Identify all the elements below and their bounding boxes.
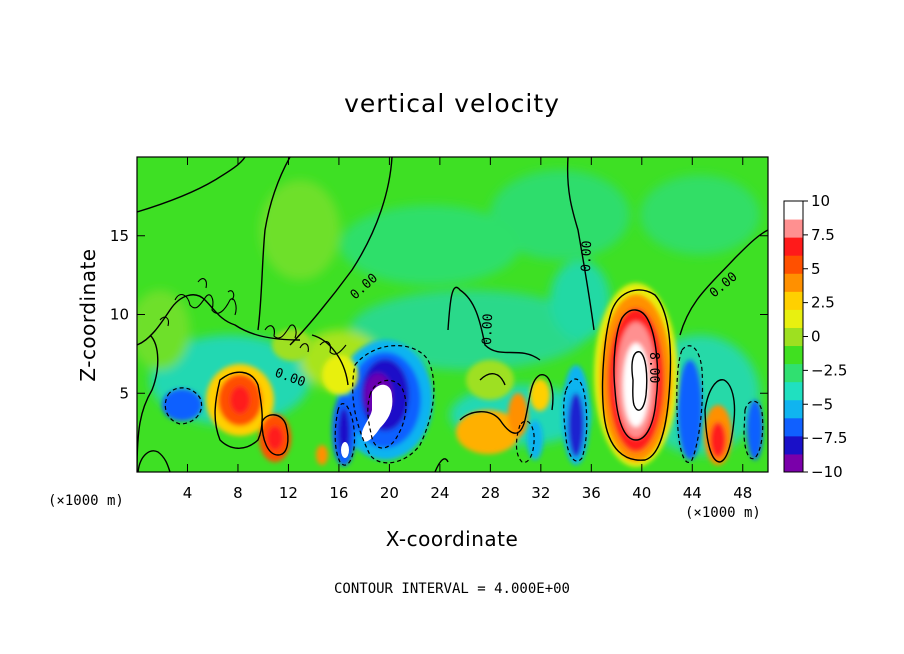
- chart-title: vertical velocity: [344, 89, 560, 118]
- colorbar-swatch: [784, 381, 803, 401]
- contour-scribbles: [159, 278, 347, 355]
- colorbar-tick-label: 7.5: [811, 226, 835, 244]
- contour-label: 0.00: [480, 313, 496, 345]
- x-tick-label: 44: [683, 484, 702, 502]
- colorbar-swatch: [784, 255, 803, 274]
- y-axis-ticks: 5 10 15: [110, 227, 768, 402]
- x-tick-label: 12: [279, 484, 298, 502]
- colorbar-swatch: [784, 327, 803, 347]
- colorbar-swatch: [784, 309, 803, 328]
- x-tick-label: 20: [380, 484, 399, 502]
- contour-interval-note: CONTOUR INTERVAL = 4.000E+00: [334, 581, 570, 597]
- colorbar-swatch: [784, 273, 803, 292]
- colorbar-swatch: [784, 453, 803, 473]
- x-axis-unit-left: (×1000 m): [48, 493, 124, 509]
- colorbar-swatch: [784, 363, 803, 383]
- colorbar-tick-label: 2.5: [811, 294, 835, 312]
- x-axis-label: X-coordinate: [386, 527, 519, 551]
- x-tick-label: 48: [733, 484, 752, 502]
- colorbar-swatch: [784, 201, 803, 220]
- x-tick-label: 24: [430, 484, 449, 502]
- colorbar-tick-label: −2.5: [811, 361, 847, 379]
- contour-label: 8.00: [646, 352, 661, 383]
- colorbar-tick-label: −7.5: [811, 429, 847, 447]
- colorbar-tick-label: 0: [811, 328, 821, 346]
- colorbar-swatch: [784, 219, 803, 238]
- colorbar-swatch: [784, 345, 803, 365]
- x-axis-unit-right: (×1000 m): [685, 505, 761, 521]
- downdraft-core-x44: [678, 360, 702, 460]
- y-axis-label: Z-coordinate: [76, 248, 100, 381]
- colorbar-swatch: [784, 399, 803, 419]
- colorbar-tick-label: 5: [811, 260, 821, 278]
- colorbar: 10 7.5 5 2.5 0 −2.5 −5 −7.5 −10: [783, 192, 847, 481]
- x-axis-ticks: 4 8 12 16 20 24 28 32 36 40 44 48: [183, 157, 752, 502]
- colorbar-swatch: [784, 435, 803, 455]
- x-tick-label: 16: [329, 484, 348, 502]
- y-tick-label: 5: [119, 384, 129, 402]
- x-tick-label: 4: [183, 484, 193, 502]
- y-tick-label: 10: [110, 306, 129, 324]
- colorbar-tick-label: 10: [811, 192, 830, 210]
- colorbar-swatch: [784, 417, 803, 437]
- plot-area: 0.00 0.00 0.00 0.00 0.00 8.00: [137, 157, 768, 472]
- x-tick-label: 36: [582, 484, 601, 502]
- extreme-patch: [361, 384, 393, 442]
- colorbar-tick-label: −10: [811, 463, 843, 481]
- colorbar-tick-label: −5: [811, 395, 833, 413]
- x-tick-label: 32: [531, 484, 550, 502]
- colorbar-swatch: [784, 237, 803, 256]
- colorbar-ticks: 10 7.5 5 2.5 0 −2.5 −5 −7.5 −10: [803, 192, 847, 481]
- y-tick-label: 15: [110, 227, 129, 245]
- x-tick-label: 8: [233, 484, 243, 502]
- colorbar-swatch: [784, 291, 803, 310]
- contour-lines: [137, 157, 768, 472]
- colorbar-swatches: [784, 201, 803, 473]
- x-tick-label: 40: [632, 484, 651, 502]
- downdraft-core-x4: [162, 389, 202, 421]
- x-tick-label: 28: [481, 484, 500, 502]
- contour-label: 0.00: [579, 240, 595, 272]
- contour-lines-negative: [164, 345, 764, 466]
